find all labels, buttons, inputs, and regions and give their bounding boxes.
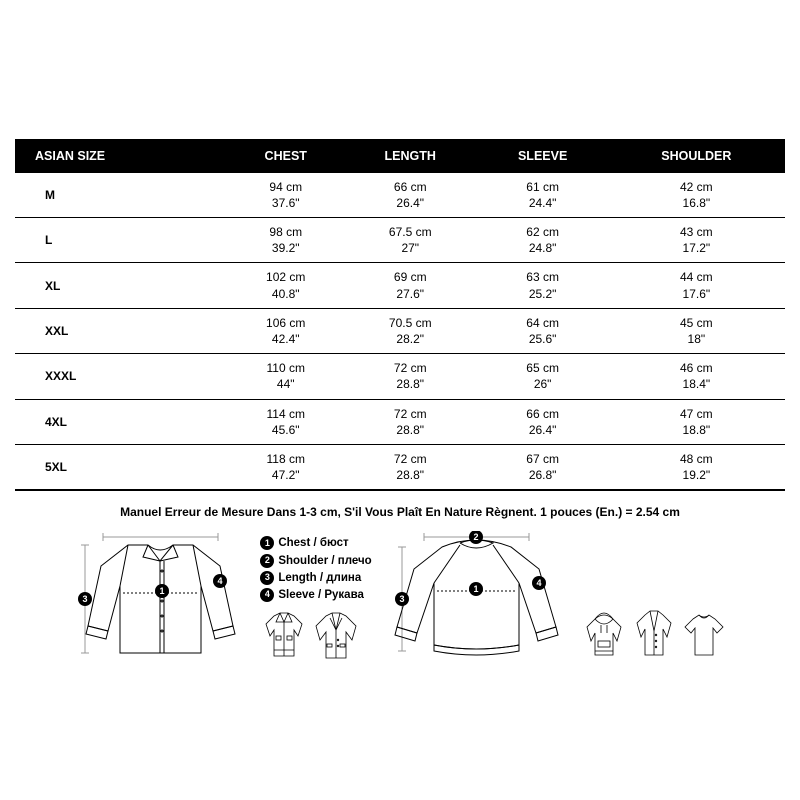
svg-text:1: 1 <box>473 584 478 594</box>
cell-shoulder: 46 cm18.4" <box>608 354 785 399</box>
mini-garments-right <box>581 537 727 659</box>
col-chest: CHEST <box>229 139 343 173</box>
col-length: LENGTH <box>343 139 478 173</box>
cell-chest: 106 cm42.4" <box>229 308 343 353</box>
svg-text:2: 2 <box>473 532 478 542</box>
cell-sleeve: 61 cm24.4" <box>478 173 608 218</box>
blazer-mini-icon <box>312 610 360 660</box>
cell-size: XL <box>15 263 229 308</box>
cell-sleeve: 64 cm25.6" <box>478 308 608 353</box>
cell-shoulder: 42 cm16.8" <box>608 173 785 218</box>
cell-length: 70.5 cm28.2" <box>343 308 478 353</box>
svg-text:4: 4 <box>536 578 541 588</box>
svg-text:1: 1 <box>160 586 165 596</box>
cell-size: M <box>15 173 229 218</box>
col-size: ASIAN SIZE <box>15 139 229 173</box>
table-row: 4XL114 cm45.6"72 cm28.8"66 cm26.4"47 cm1… <box>15 399 785 444</box>
legend-item: 1Chest / бюст <box>260 535 371 552</box>
measurement-footnote: Manuel Erreur de Mesure Dans 1-3 cm, S'i… <box>15 505 785 519</box>
table-row: L98 cm39.2"67.5 cm27"62 cm24.8"43 cm17.2… <box>15 218 785 263</box>
cell-sleeve: 63 cm25.2" <box>478 263 608 308</box>
mini-garments-left <box>260 610 371 660</box>
jacket-mini-icon <box>260 610 308 660</box>
cell-chest: 110 cm44" <box>229 354 343 399</box>
shirt-diagram: 1 3 4 <box>73 531 248 661</box>
col-shoulder: SHOULDER <box>608 139 785 173</box>
cell-size: L <box>15 218 229 263</box>
table-row: 5XL118 cm47.2"72 cm28.8"67 cm26.8"48 cm1… <box>15 444 785 490</box>
legend-item: 2Shoulder / плечо <box>260 553 371 570</box>
measurement-legend: 1Chest / бюст 2Shoulder / плечо 3Length … <box>260 531 371 660</box>
cell-chest: 114 cm45.6" <box>229 399 343 444</box>
cell-sleeve: 65 cm26" <box>478 354 608 399</box>
tshirt-mini-icon <box>681 611 727 659</box>
cell-sleeve: 67 cm26.8" <box>478 444 608 490</box>
size-table-wrapper: ASIAN SIZE CHEST LENGTH SLEEVE SHOULDER … <box>15 139 785 492</box>
cell-size: XXL <box>15 308 229 353</box>
diagram-row: 1 3 4 1Chest / бюст 2Shoulder / плечо 3L… <box>15 531 785 661</box>
cell-length: 72 cm28.8" <box>343 444 478 490</box>
cell-shoulder: 48 cm19.2" <box>608 444 785 490</box>
cell-shoulder: 45 cm18" <box>608 308 785 353</box>
legend-item: 3Length / длина <box>260 570 371 587</box>
svg-text:4: 4 <box>218 576 223 586</box>
cell-size: 4XL <box>15 399 229 444</box>
cell-sleeve: 62 cm24.8" <box>478 218 608 263</box>
svg-text:3: 3 <box>399 594 404 604</box>
cell-chest: 98 cm39.2" <box>229 218 343 263</box>
cell-length: 72 cm28.8" <box>343 354 478 399</box>
cell-length: 72 cm28.8" <box>343 399 478 444</box>
table-row: XXL106 cm42.4"70.5 cm28.2"64 cm25.6"45 c… <box>15 308 785 353</box>
cell-shoulder: 43 cm17.2" <box>608 218 785 263</box>
legend-item: 4Sleeve / Рукава <box>260 587 371 604</box>
col-sleeve: SLEEVE <box>478 139 608 173</box>
size-table: ASIAN SIZE CHEST LENGTH SLEEVE SHOULDER … <box>15 139 785 492</box>
cell-shoulder: 44 cm17.6" <box>608 263 785 308</box>
cardigan-mini-icon <box>631 607 677 659</box>
table-row: XXXL110 cm44"72 cm28.8"65 cm26"46 cm18.4… <box>15 354 785 399</box>
cell-size: XXXL <box>15 354 229 399</box>
cell-sleeve: 66 cm26.4" <box>478 399 608 444</box>
hoodie-mini-icon <box>581 607 627 659</box>
table-body: M94 cm37.6"66 cm26.4"61 cm24.4"42 cm16.8… <box>15 173 785 491</box>
cell-chest: 102 cm40.8" <box>229 263 343 308</box>
cell-shoulder: 47 cm18.8" <box>608 399 785 444</box>
table-row: XL102 cm40.8"69 cm27.6"63 cm25.2"44 cm17… <box>15 263 785 308</box>
cell-length: 66 cm26.4" <box>343 173 478 218</box>
table-head: ASIAN SIZE CHEST LENGTH SLEEVE SHOULDER <box>15 139 785 173</box>
sweater-diagram: 2 1 3 4 <box>384 531 569 661</box>
cell-length: 69 cm27.6" <box>343 263 478 308</box>
cell-chest: 94 cm37.6" <box>229 173 343 218</box>
cell-length: 67.5 cm27" <box>343 218 478 263</box>
svg-text:3: 3 <box>83 594 88 604</box>
cell-size: 5XL <box>15 444 229 490</box>
cell-chest: 118 cm47.2" <box>229 444 343 490</box>
table-row: M94 cm37.6"66 cm26.4"61 cm24.4"42 cm16.8… <box>15 173 785 218</box>
